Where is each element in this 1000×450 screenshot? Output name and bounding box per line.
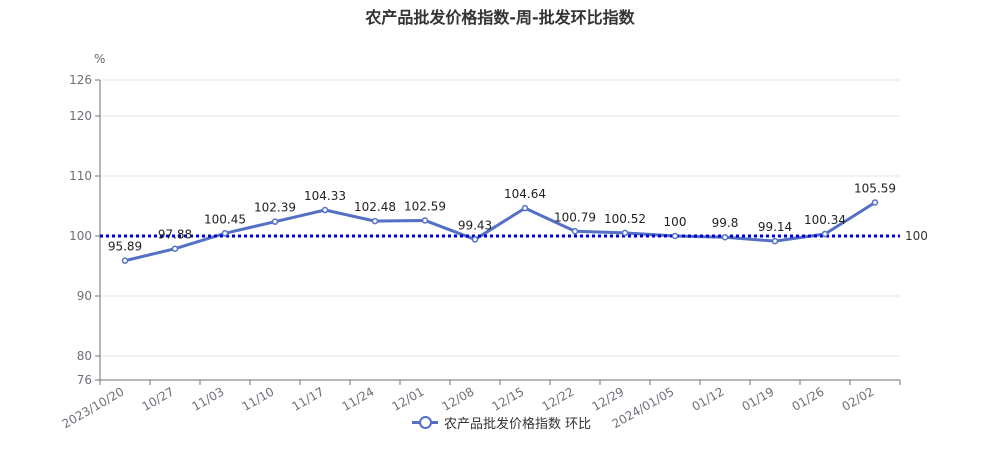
data-point <box>371 217 379 225</box>
x-tick-label: 10/27 <box>140 384 177 413</box>
data-point <box>471 236 479 243</box>
x-tick-label: 11/03 <box>190 384 227 413</box>
x-tick-label: 12/01 <box>390 384 427 413</box>
data-label: 104.33 <box>304 189 346 203</box>
data-point <box>171 245 179 252</box>
y-tick-label: 120 <box>69 109 92 123</box>
x-tick-label: 2023/10/20 <box>60 384 127 431</box>
y-tick-label: 126 <box>69 73 92 87</box>
y-tick-label: 80 <box>77 349 92 363</box>
data-label: 99.43 <box>458 218 492 232</box>
data-point <box>221 230 229 237</box>
data-point <box>321 206 329 214</box>
data-label: 100.79 <box>554 210 596 224</box>
legend[interactable]: 农产品批发价格指数 环比 <box>412 412 591 432</box>
data-label: 99.8 <box>712 216 739 230</box>
x-tick-label: 12/08 <box>440 384 477 413</box>
data-point <box>871 199 879 206</box>
data-label: 102.39 <box>254 201 296 215</box>
x-tick-label: 02/02 <box>840 384 877 413</box>
series-line <box>124 201 876 263</box>
data-label: 100.52 <box>604 212 646 226</box>
x-tick-label: 12/15 <box>490 384 527 413</box>
x-tick-label: 11/17 <box>290 384 327 413</box>
y-tick-label: 100 <box>69 229 92 243</box>
y-tick-label: 90 <box>77 289 92 303</box>
data-point <box>421 217 429 224</box>
data-point <box>521 204 529 212</box>
y-axis-unit: % <box>94 52 106 66</box>
data-label: 105.59 <box>854 181 896 195</box>
data-point <box>121 257 129 264</box>
data-point <box>571 228 579 235</box>
data-label: 97.88 <box>158 228 192 242</box>
data-label: 99.14 <box>758 220 792 234</box>
chart-title: 农产品批发价格指数-周-批发环比指数 <box>365 8 635 27</box>
data-point <box>271 218 279 225</box>
data-point <box>721 233 729 241</box>
data-label: 95.89 <box>108 240 142 254</box>
data-label: 104.64 <box>504 187 546 201</box>
data-label: 100.34 <box>804 213 846 227</box>
data-label: 100.45 <box>204 212 246 226</box>
y-tick-label: 76 <box>77 373 92 387</box>
x-tick-label: 12/22 <box>540 384 577 413</box>
x-tick-label: 01/26 <box>790 384 827 413</box>
data-point <box>771 237 779 245</box>
legend-line-icon <box>412 415 438 429</box>
x-tick-label: 01/19 <box>740 384 777 413</box>
x-tick-label: 12/29 <box>590 384 627 413</box>
y-tick-label: 110 <box>69 169 92 183</box>
x-tick-label: 01/12 <box>690 384 727 413</box>
data-point <box>821 230 829 238</box>
data-label: 100 <box>664 215 687 229</box>
data-point <box>621 229 629 237</box>
reference-line-label: 100 <box>905 229 928 243</box>
legend-label: 农产品批发价格指数 环比 <box>444 416 592 432</box>
x-tick-label: 11/24 <box>340 384 377 413</box>
data-label: 102.48 <box>354 200 396 214</box>
data-point <box>671 232 679 240</box>
data-label: 102.59 <box>404 199 446 213</box>
x-tick-label: 11/10 <box>240 384 277 413</box>
